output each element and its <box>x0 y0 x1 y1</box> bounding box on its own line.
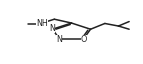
Text: N: N <box>56 35 62 44</box>
Text: NH: NH <box>36 19 48 28</box>
Text: O: O <box>81 35 87 44</box>
Text: N: N <box>49 24 55 33</box>
